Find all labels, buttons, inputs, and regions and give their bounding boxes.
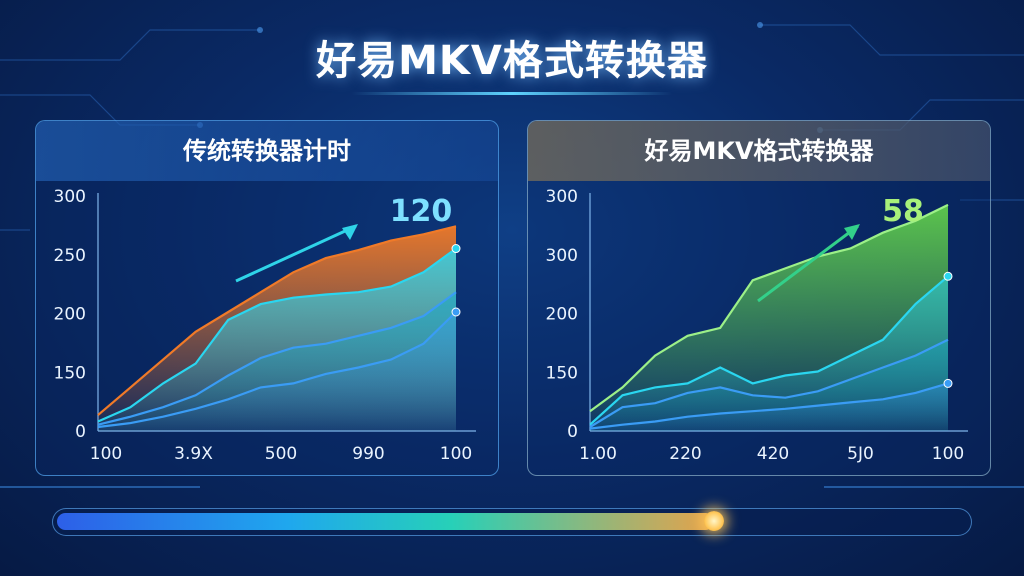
- y-tick-label: 150: [54, 363, 86, 383]
- series-line-0: [97, 225, 457, 416]
- highlight-value-label: 58: [882, 194, 924, 229]
- series-line-1: [97, 247, 457, 423]
- x-tick-label: 990: [352, 444, 384, 464]
- chart-panel-haoyi: 好易MKV格式转换器 300 300 200 150 0 1.00 220 420 5J0 100…: [527, 120, 991, 476]
- x-tick-label: 100: [440, 444, 472, 464]
- chart-title-traditional: 传统转换器计时: [36, 121, 498, 181]
- y-tick-label: 250: [54, 246, 86, 266]
- series-endpoint-1: [943, 271, 953, 281]
- title-glow-line: [352, 92, 672, 95]
- series-line-3: [97, 311, 457, 429]
- y-tick-label: 0: [75, 422, 86, 442]
- series-area-3: [590, 383, 948, 431]
- y-tick-label: 200: [54, 305, 86, 325]
- chart-panel-traditional: 传统转换器计时 300 250 200 150 0 100 3.9X 500 990 100 120: [35, 120, 499, 476]
- y-tick-label: 150: [546, 363, 578, 383]
- x-tick-label: 100: [90, 444, 122, 464]
- x-tick-label: 3.9X: [174, 444, 213, 464]
- series-area-3: [98, 312, 456, 431]
- trend-arrow-head: [342, 224, 358, 240]
- trend-arrow-shaft: [235, 224, 357, 283]
- progress-knob[interactable]: [703, 511, 724, 531]
- chart-haoyi: 300 300 200 150 01.00 220 420 5J0 100 58: [546, 187, 968, 464]
- series-line-3: [589, 382, 949, 430]
- x-tick-label: 5J0: [847, 444, 874, 464]
- highlight-value-label: 120: [390, 194, 453, 229]
- x-tick-label: 500: [265, 444, 297, 464]
- series-line-0: [589, 203, 949, 413]
- x-tick-label: 100: [932, 444, 964, 464]
- x-tick-label: 1.00: [579, 444, 617, 464]
- series-line-2: [589, 338, 949, 428]
- series-line-1: [589, 275, 949, 426]
- progress-fill: [57, 513, 714, 530]
- x-tick-label: 420: [757, 444, 789, 464]
- chart-title-haoyi: 好易MKV格式转换器: [528, 121, 990, 181]
- y-tick-label: 200: [546, 305, 578, 325]
- y-tick-label: 0: [567, 422, 578, 442]
- trend-arrow-shaft: [757, 224, 859, 303]
- conversion-progress-bar: [52, 508, 972, 536]
- y-tick-label: 300: [546, 246, 578, 266]
- series-line-2: [97, 291, 457, 426]
- series-endpoint-3: [451, 307, 461, 317]
- y-tick-label: 300: [54, 187, 86, 207]
- trend-arrow-head: [844, 224, 860, 240]
- x-tick-label: 220: [669, 444, 701, 464]
- page-title: 好易MKV格式转换器: [316, 38, 708, 84]
- y-tick-label: 300: [546, 187, 578, 207]
- series-endpoint-1: [451, 244, 461, 254]
- series-endpoint-3: [943, 378, 953, 388]
